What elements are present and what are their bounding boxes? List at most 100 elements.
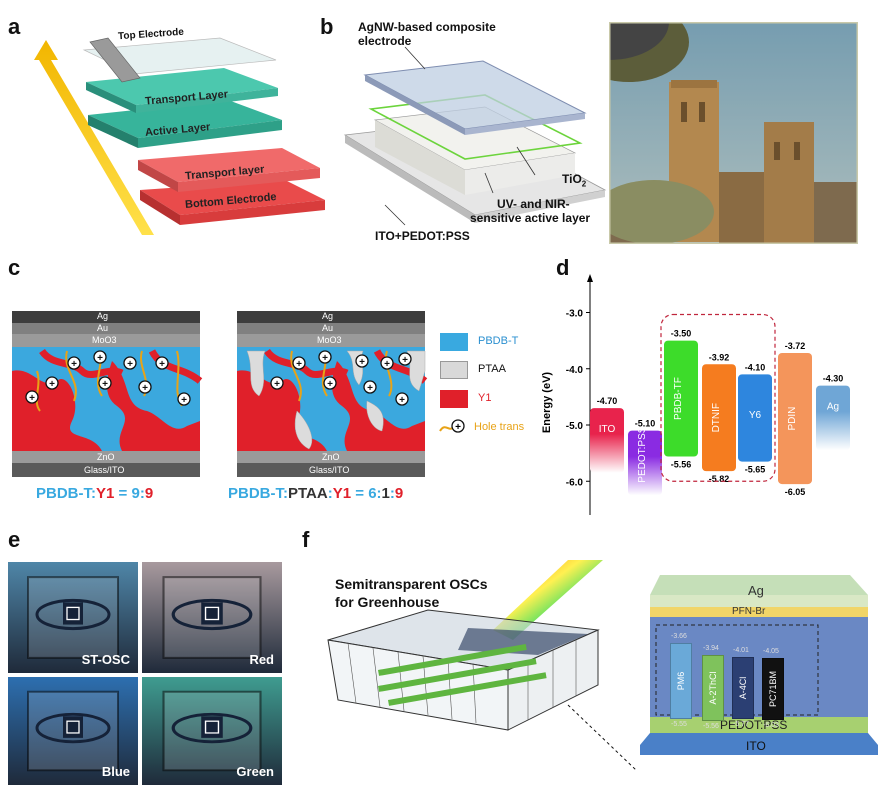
svg-text:+: +: [455, 422, 461, 433]
legend-label-y1: Y1: [478, 392, 492, 404]
energy-level-name: Y6: [749, 410, 762, 421]
y-tick-label: -5.0: [566, 421, 584, 432]
svg-text:+: +: [399, 395, 405, 406]
y1-domain: [12, 370, 102, 451]
greenhouse-title-line2: for Greenhouse: [335, 594, 440, 610]
energy-level-bar-ito: [590, 408, 624, 473]
legend-swatch-ptaa: [440, 361, 468, 379]
svg-text:+: +: [274, 379, 280, 390]
svg-text:+: +: [102, 379, 108, 390]
building-photo-green: Green: [142, 677, 282, 785]
photo-caption: Blue: [101, 764, 130, 779]
ag-top-layer: [650, 575, 868, 595]
svg-text:+: +: [367, 383, 373, 394]
photo-caption: Red: [249, 652, 274, 667]
material-name: A-2ThCl: [708, 671, 718, 705]
energy-bottom-label: -6.05: [785, 487, 806, 497]
transport-layer-bottom: [138, 148, 320, 182]
material-bar-a2thcl: A-2ThCl -3.94 -5.56: [702, 645, 724, 730]
panel-label-a: a: [8, 14, 21, 39]
material-bottom-value: -6.03: [763, 722, 779, 729]
energy-top-label: -3.72: [785, 341, 806, 351]
tio2-label: TiO2: [562, 172, 587, 189]
energy-level-name: PEDOT:PSS: [637, 426, 648, 482]
svg-text:+: +: [181, 395, 187, 406]
legend-swatch-y1: [440, 390, 468, 408]
svg-text:+: +: [29, 393, 35, 404]
y-tick-label: -6.0: [566, 477, 584, 488]
energy-level-bar-pbdbtf: [664, 340, 698, 457]
panel-label-d: d: [556, 255, 570, 280]
energy-level-name: DTNIF: [711, 403, 722, 432]
energy-level-bar-dtnif: [702, 364, 736, 472]
energy-level-name: ITO: [599, 424, 616, 435]
panel-label-f: f: [302, 527, 310, 552]
hole-transport-icon: +: [439, 419, 465, 433]
material-bar-pm6: PM6 -3.66 -5.55: [670, 633, 692, 728]
zno-label: ZnO: [322, 452, 340, 462]
energy-top-label: -4.30: [823, 374, 844, 384]
pedot-pss-label: PEDOT:PSS: [720, 718, 788, 732]
ag-label: Ag: [97, 311, 109, 321]
glass-ito-label: Glass/ITO: [309, 465, 350, 475]
y-tick-label: -4.0: [566, 365, 584, 376]
legend-label-ptaa: PTAA: [478, 363, 506, 375]
panel-b-device-illustration: [343, 46, 607, 226]
energy-bottom-label: -5.82: [709, 474, 730, 484]
zno-label: ZnO: [97, 452, 115, 462]
ag-label: Ag: [748, 583, 764, 598]
material-bar-a4cl: A-4Cl -4.01 -5.77: [732, 647, 754, 728]
energy-level-name: Ag: [827, 402, 839, 413]
material-top-value: -4.05: [763, 648, 779, 655]
material-top-value: -3.66: [671, 633, 687, 640]
panel-label-b: b: [320, 14, 334, 39]
svg-text:+: +: [402, 355, 408, 366]
legend-label-hole-transport: Hole trans: [474, 421, 525, 433]
pedot-pss-layer: [650, 717, 868, 733]
up-arrow-icon: [34, 40, 154, 235]
moo3-label: MoO3: [317, 335, 342, 345]
ptaa-domain: [294, 410, 313, 450]
solar-roof-panels: [458, 628, 588, 655]
material-top-value: -3.94: [703, 645, 719, 652]
building-photo-red: Red: [142, 562, 282, 673]
energy-level-chart: -3.0 -4.0 -5.0 -6.0 Energy (eV) -4.70 ITO -5.10…: [541, 274, 850, 515]
svg-text:+: +: [71, 359, 77, 370]
y-tick-label: -3.0: [566, 309, 584, 320]
svg-text:+: +: [49, 379, 55, 390]
energy-top-label: -4.70: [597, 396, 618, 406]
energy-level-name: PDIN: [787, 407, 798, 431]
svg-text:+: +: [127, 359, 133, 370]
ratio-caption-left: PBDB-T:Y1 = 9:9: [36, 485, 154, 502]
ito-pedot-label: ITO+PEDOT:PSS: [375, 229, 470, 243]
au-label: Au: [322, 323, 334, 333]
svg-text:+: +: [327, 379, 333, 390]
au-label: Au: [97, 323, 109, 333]
panel-label-c: c: [8, 255, 21, 280]
svg-text:+: +: [322, 353, 328, 364]
photo-caption: Green: [236, 764, 274, 779]
sunlight-rainbow: [493, 560, 603, 640]
legend-label-pbdbt: PBDB-T: [478, 335, 519, 347]
panel-a-device-illustration: [34, 37, 325, 235]
active-layer-dashed-box: [660, 313, 776, 482]
glass-ito-label: Glass/ITO: [84, 465, 125, 475]
agnw-label-line1: AgNW-based composite: [358, 20, 496, 34]
svg-text:+: +: [142, 383, 148, 394]
material-name: PC71BM: [768, 670, 778, 708]
material-bottom-value: -5.55: [671, 721, 687, 728]
morphology-legend: PBDB-T PTAA Y1 + Hole trans: [439, 333, 548, 443]
moo3-label: MoO3: [92, 335, 117, 345]
agnw-label-line2: electrode: [358, 34, 412, 48]
energy-level-bar-pedotpss: [628, 430, 662, 496]
svg-text:+: +: [159, 359, 165, 370]
y1-domain: [107, 361, 200, 451]
window-photo: [609, 22, 858, 244]
active-layer: [88, 100, 282, 138]
y-axis-label: Energy (eV): [541, 372, 553, 433]
legend-swatch-pbdbt: [440, 333, 468, 351]
svg-text:+: +: [296, 359, 302, 370]
material-bar-pc71bm: PC71BM -4.05 -6.03: [762, 648, 784, 729]
material-name: A-4Cl: [738, 676, 748, 700]
device-stack: Ag PFN-Br PEDOT:PSS ITO PM6 -3.66 -5.55 A-2…: [640, 555, 878, 765]
